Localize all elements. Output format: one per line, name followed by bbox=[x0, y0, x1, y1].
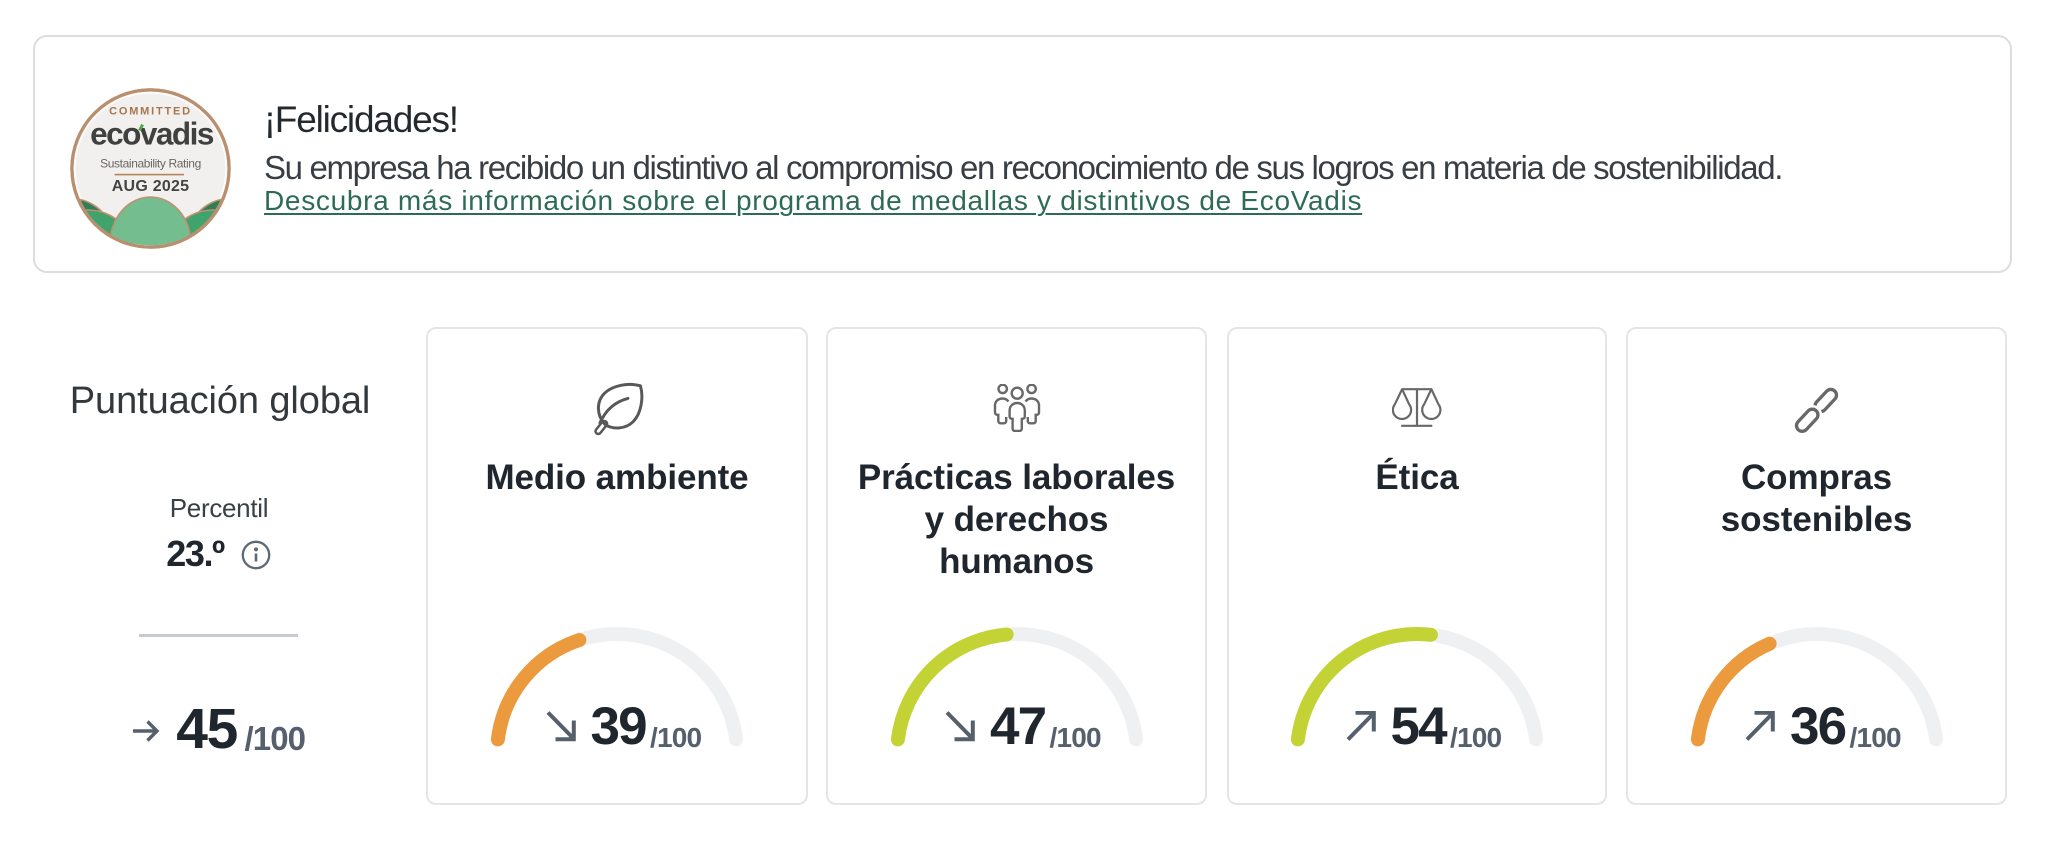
svg-text:AUG 2025: AUG 2025 bbox=[112, 178, 190, 195]
svg-text:COMMITTED: COMMITTED bbox=[109, 106, 192, 118]
svg-text:ecovadis: ecovadis bbox=[90, 116, 214, 152]
svg-text:Sustainability Rating: Sustainability Rating bbox=[100, 157, 201, 171]
